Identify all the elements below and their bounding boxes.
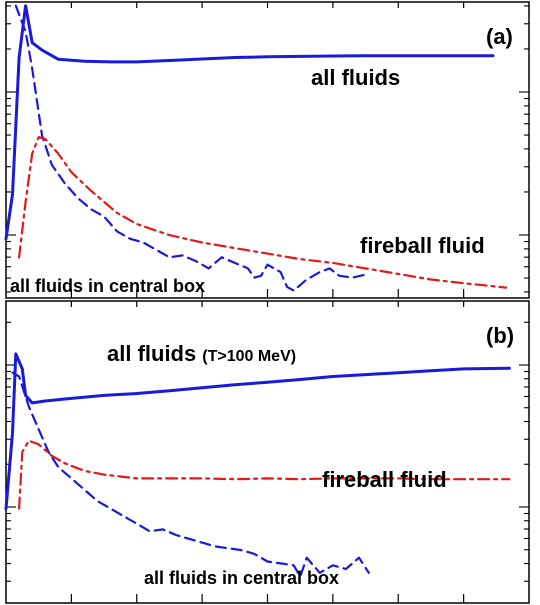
panel-a-ticks xyxy=(6,2,529,298)
panel-b-ticks xyxy=(6,301,529,603)
panel-b: (b) all fluids (T>100 MeV) fireball fluid… xyxy=(4,300,530,604)
panel-b-central-box-label: all fluids in central box xyxy=(144,568,339,588)
panel-a-fireball-fluid-label: fireball fluid xyxy=(360,233,485,258)
series-central-box xyxy=(11,371,370,578)
panel-b-fireball-fluid-label: fireball fluid xyxy=(322,467,447,492)
panel-b-temperature-cut: (T>100 MeV) xyxy=(202,348,296,365)
panel-a-series xyxy=(4,4,508,292)
series-all-fluids xyxy=(4,4,495,241)
panel-a-central-box-label: all fluids in central box xyxy=(10,276,205,296)
panel-a-label: (a) xyxy=(486,24,513,49)
panel-b-series xyxy=(4,352,511,578)
panel-a-all-fluids-label: all fluids xyxy=(311,65,400,90)
panel-b-frame xyxy=(5,300,530,604)
series-fireball-fluid xyxy=(18,439,511,510)
series-fireball-fluid xyxy=(18,136,508,289)
panel-a: (a) all fluids fireball fluid all fluids… xyxy=(4,1,530,299)
series-central-box xyxy=(14,4,370,292)
panel-b-all-fluids-label: all fluids (T>100 MeV) xyxy=(107,341,296,366)
panel-b-label: (b) xyxy=(486,323,514,348)
panel-b-all-fluids-text: all fluids xyxy=(107,341,196,366)
series-all-fluids xyxy=(4,352,511,511)
